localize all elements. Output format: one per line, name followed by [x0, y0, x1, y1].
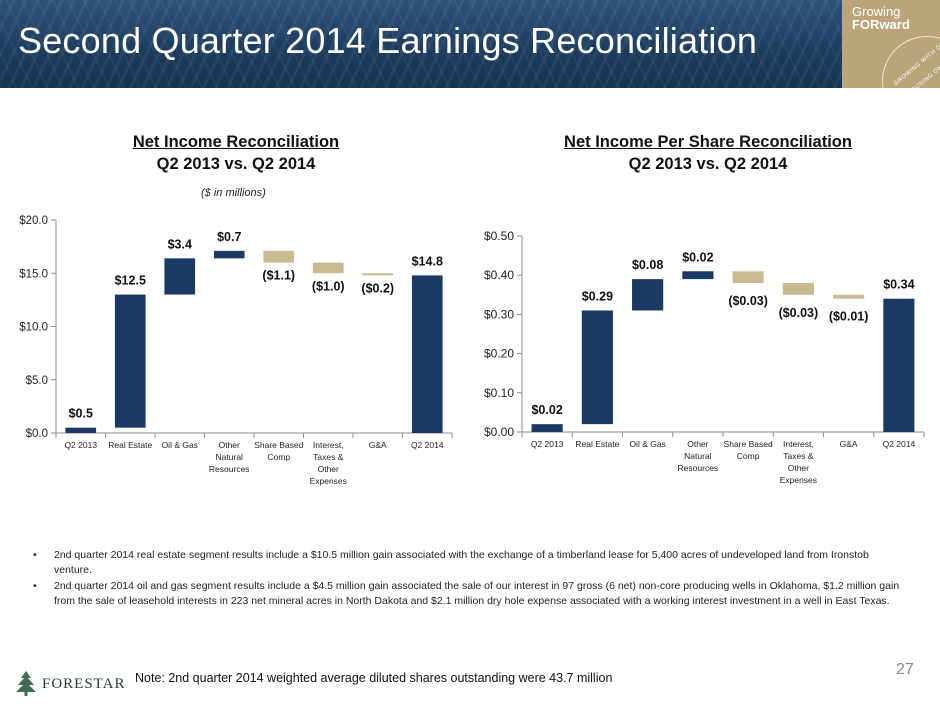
data-label: $14.8: [412, 254, 443, 268]
bullet-item-1: • 2nd quarter 2014 real estate segment r…: [33, 548, 905, 578]
data-label: ($0.03): [728, 294, 768, 308]
x-category-label: Q2 2013: [531, 439, 564, 449]
data-label: $12.5: [115, 274, 146, 288]
x-category-label: Q2 2013: [64, 440, 97, 450]
y-tick-label: $15.0: [19, 268, 48, 280]
logo-wordmark: FORESTAR: [42, 676, 126, 692]
right-chart-title-line1: Net Income Per Share Reconciliation: [564, 133, 852, 151]
y-tick-label: $0.20: [484, 347, 514, 361]
y-tick-label: $0.50: [484, 229, 514, 243]
x-category-label: Oil & Gas: [629, 439, 665, 449]
x-category-label: Share Based: [254, 440, 303, 450]
footnote-bullets: • 2nd quarter 2014 real estate segment r…: [33, 548, 905, 610]
shares-note: Note: 2nd quarter 2014 weighted average …: [135, 671, 613, 685]
x-category-label: Other: [219, 440, 240, 450]
x-category-label: Oil & Gas: [162, 440, 198, 450]
waterfall-bar: [411, 275, 443, 433]
waterfall-bar: [682, 271, 714, 280]
x-category-label: Expenses: [780, 475, 817, 485]
x-category-label: Share Based: [724, 439, 773, 449]
x-category-label: Natural: [684, 451, 712, 461]
x-category-label: Natural: [216, 452, 244, 462]
title-banner: Second Quarter 2014 Earnings Reconciliat…: [0, 0, 940, 88]
left-chart-title: Net Income Reconciliation Q2 2013 vs. Q2…: [64, 131, 408, 175]
data-label: $0.29: [582, 289, 613, 303]
y-tick-label: $0.0: [26, 428, 48, 440]
data-label: $0.02: [531, 403, 562, 417]
waterfall-bar: [263, 250, 295, 263]
x-category-label: Other: [318, 464, 339, 474]
badge-line-2: FORward: [852, 17, 910, 32]
x-category-label: Taxes &: [313, 452, 344, 462]
eps-waterfall-chart: $0.00 $0.10 $0.20 $0.30 $0.40 $0.50 Q2 2013 Rea…: [484, 229, 925, 485]
data-label: ($0.03): [779, 306, 819, 320]
waterfall-bar: [213, 250, 245, 259]
y-tick-label: $20.0: [19, 215, 48, 227]
left-chart-title-line1: Net Income Reconciliation: [132, 133, 340, 151]
waterfall-bar: [782, 283, 814, 295]
x-category-label: G&A: [840, 439, 858, 449]
growing-forward-badge: Growing FORward GROWING WITH DISCIPLINE …: [842, 0, 940, 88]
y-tick-label: $0.00: [484, 425, 514, 439]
bullet-text-2: 2nd quarter 2014 oil and gas segment res…: [54, 580, 900, 607]
x-category-label: Q2 2014: [883, 439, 916, 449]
x-category-label: Other: [788, 463, 809, 473]
data-label: $0.7: [217, 230, 241, 244]
badge-line-1: Growing: [852, 4, 901, 19]
y-tick-label: $10.0: [19, 322, 48, 334]
data-label: $0.34: [883, 278, 914, 292]
y-tick-label: $0.10: [484, 386, 514, 400]
waterfall-bar: [531, 424, 563, 432]
bullet-text-1: 2nd quarter 2014 real estate segment res…: [54, 549, 869, 576]
x-category-label: Q2 2014: [411, 440, 444, 450]
x-category-label: Comp: [737, 451, 760, 461]
x-category-label: Taxes &: [783, 451, 814, 461]
data-label: ($0.2): [361, 281, 394, 295]
waterfall-bar: [312, 262, 344, 274]
data-label: $0.02: [682, 250, 713, 264]
tree-logo-icon: [16, 671, 36, 696]
bullet-item-2: • 2nd quarter 2014 oil and gas segment r…: [33, 579, 905, 609]
waterfall-bar: [114, 294, 146, 428]
waterfall-bar: [632, 279, 664, 311]
waterfall-bar: [732, 271, 764, 284]
x-category-label: Resources: [209, 464, 250, 474]
data-label: ($0.01): [829, 310, 869, 324]
data-label: $0.08: [632, 258, 663, 272]
waterfall-bar: [833, 294, 865, 299]
x-category-label: Expenses: [310, 476, 347, 486]
x-category-label: Other: [687, 439, 708, 449]
left-chart-title-line2: Q2 2013 vs. Q2 2014: [156, 155, 316, 173]
waterfall-bar: [883, 298, 915, 432]
x-category-label: G&A: [369, 440, 387, 450]
data-label: ($1.1): [262, 269, 295, 283]
waterfall-bar: [164, 258, 196, 295]
right-chart-title: Net Income Per Share Reconciliation Q2 2…: [518, 131, 898, 175]
data-label: ($1.0): [312, 279, 345, 293]
x-category-label: Interest,: [783, 439, 814, 449]
bullet-dot: •: [33, 549, 37, 561]
banner-texture: [0, 0, 940, 88]
badge-ring: [882, 36, 940, 88]
data-label: $3.4: [168, 237, 192, 251]
bullet-dot: •: [33, 580, 37, 592]
page-number: 27: [896, 661, 914, 678]
forestar-logo: FORESTAR: [14, 670, 132, 696]
data-label: $0.5: [69, 407, 93, 421]
y-tick-label: $0.40: [484, 268, 514, 282]
waterfall-bar: [362, 273, 394, 276]
net-income-waterfall-chart: $0.0 $5.0 $10.0 $15.0 $20.0 Q2 2013 Real Estat…: [19, 215, 453, 486]
x-category-label: Resources: [678, 463, 719, 473]
waterfall-bar: [65, 427, 97, 433]
x-category-label: Interest,: [313, 440, 344, 450]
page-title: Second Quarter 2014 Earnings Reconciliat…: [18, 20, 758, 61]
x-category-label: Comp: [267, 452, 290, 462]
x-category-label: Real Estate: [575, 439, 619, 449]
right-chart-title-line2: Q2 2013 vs. Q2 2014: [628, 155, 788, 173]
left-chart-subtitle: ($ in millions): [201, 187, 266, 199]
y-tick-label: $0.30: [484, 307, 514, 321]
y-tick-label: $5.0: [26, 375, 48, 387]
waterfall-bar: [581, 310, 613, 425]
x-category-label: Real Estate: [108, 440, 152, 450]
